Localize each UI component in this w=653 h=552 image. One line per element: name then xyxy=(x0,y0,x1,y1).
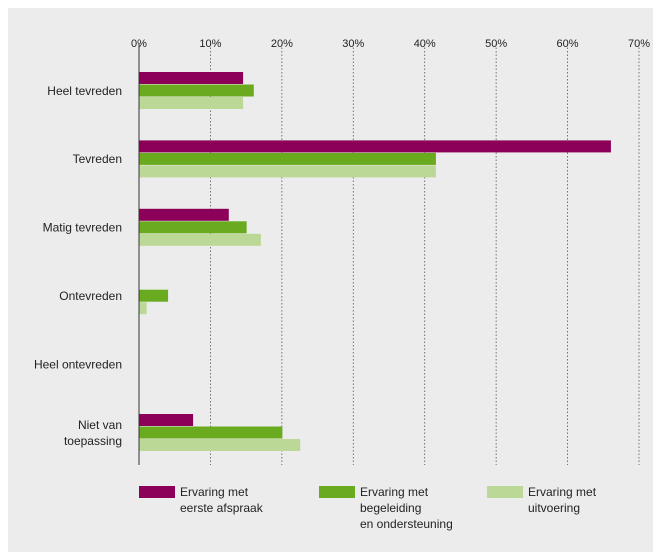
bar xyxy=(139,289,169,302)
legend-swatch xyxy=(139,486,175,498)
bar xyxy=(139,97,244,109)
bar xyxy=(139,221,247,234)
legend: Ervaring met eerste afspraak Ervaring met b… xyxy=(139,485,597,531)
x-tick-label: 50% xyxy=(485,38,507,50)
category-label: Niet van toepassing xyxy=(64,418,122,448)
x-tick-label: 30% xyxy=(342,38,364,50)
bar xyxy=(139,439,301,451)
legend-swatch xyxy=(319,486,355,498)
x-tick-label: 0% xyxy=(131,38,147,50)
legend-label: Ervaring met begeleiding en ondersteuning xyxy=(360,485,453,531)
category-label: Ontevreden xyxy=(59,289,122,303)
category-labels: Heel tevreden Tevreden Matig tevreden Ontev… xyxy=(34,84,122,448)
bar xyxy=(139,208,229,221)
bars xyxy=(139,72,611,451)
chart-panel xyxy=(8,8,653,552)
bar xyxy=(139,414,194,426)
bar xyxy=(139,84,254,97)
x-tick-label: 70% xyxy=(628,38,650,50)
bar xyxy=(139,233,261,246)
legend-swatch xyxy=(487,486,523,498)
x-tick-labels: 0% 10% 20% 30% 40% 50% 60% 70% xyxy=(131,38,650,50)
grid-lines xyxy=(138,44,640,465)
bar xyxy=(139,426,283,439)
category-label: Heel ontevreden xyxy=(34,357,122,371)
bar xyxy=(139,302,147,315)
category-label: Tevreden xyxy=(73,152,122,166)
bar xyxy=(139,152,436,165)
x-tick-label: 10% xyxy=(199,38,221,50)
x-tick-label: 20% xyxy=(271,38,293,50)
legend-label: Ervaring met uitvoering xyxy=(528,485,597,515)
category-label: Matig tevreden xyxy=(43,221,122,235)
category-label: Heel tevreden xyxy=(47,84,122,98)
bar xyxy=(139,140,611,153)
bar xyxy=(139,165,436,178)
x-tick-label: 40% xyxy=(414,38,436,50)
x-tick-label: 60% xyxy=(557,38,579,50)
legend-label: Ervaring met eerste afspraak xyxy=(180,485,264,515)
bar xyxy=(139,72,244,84)
